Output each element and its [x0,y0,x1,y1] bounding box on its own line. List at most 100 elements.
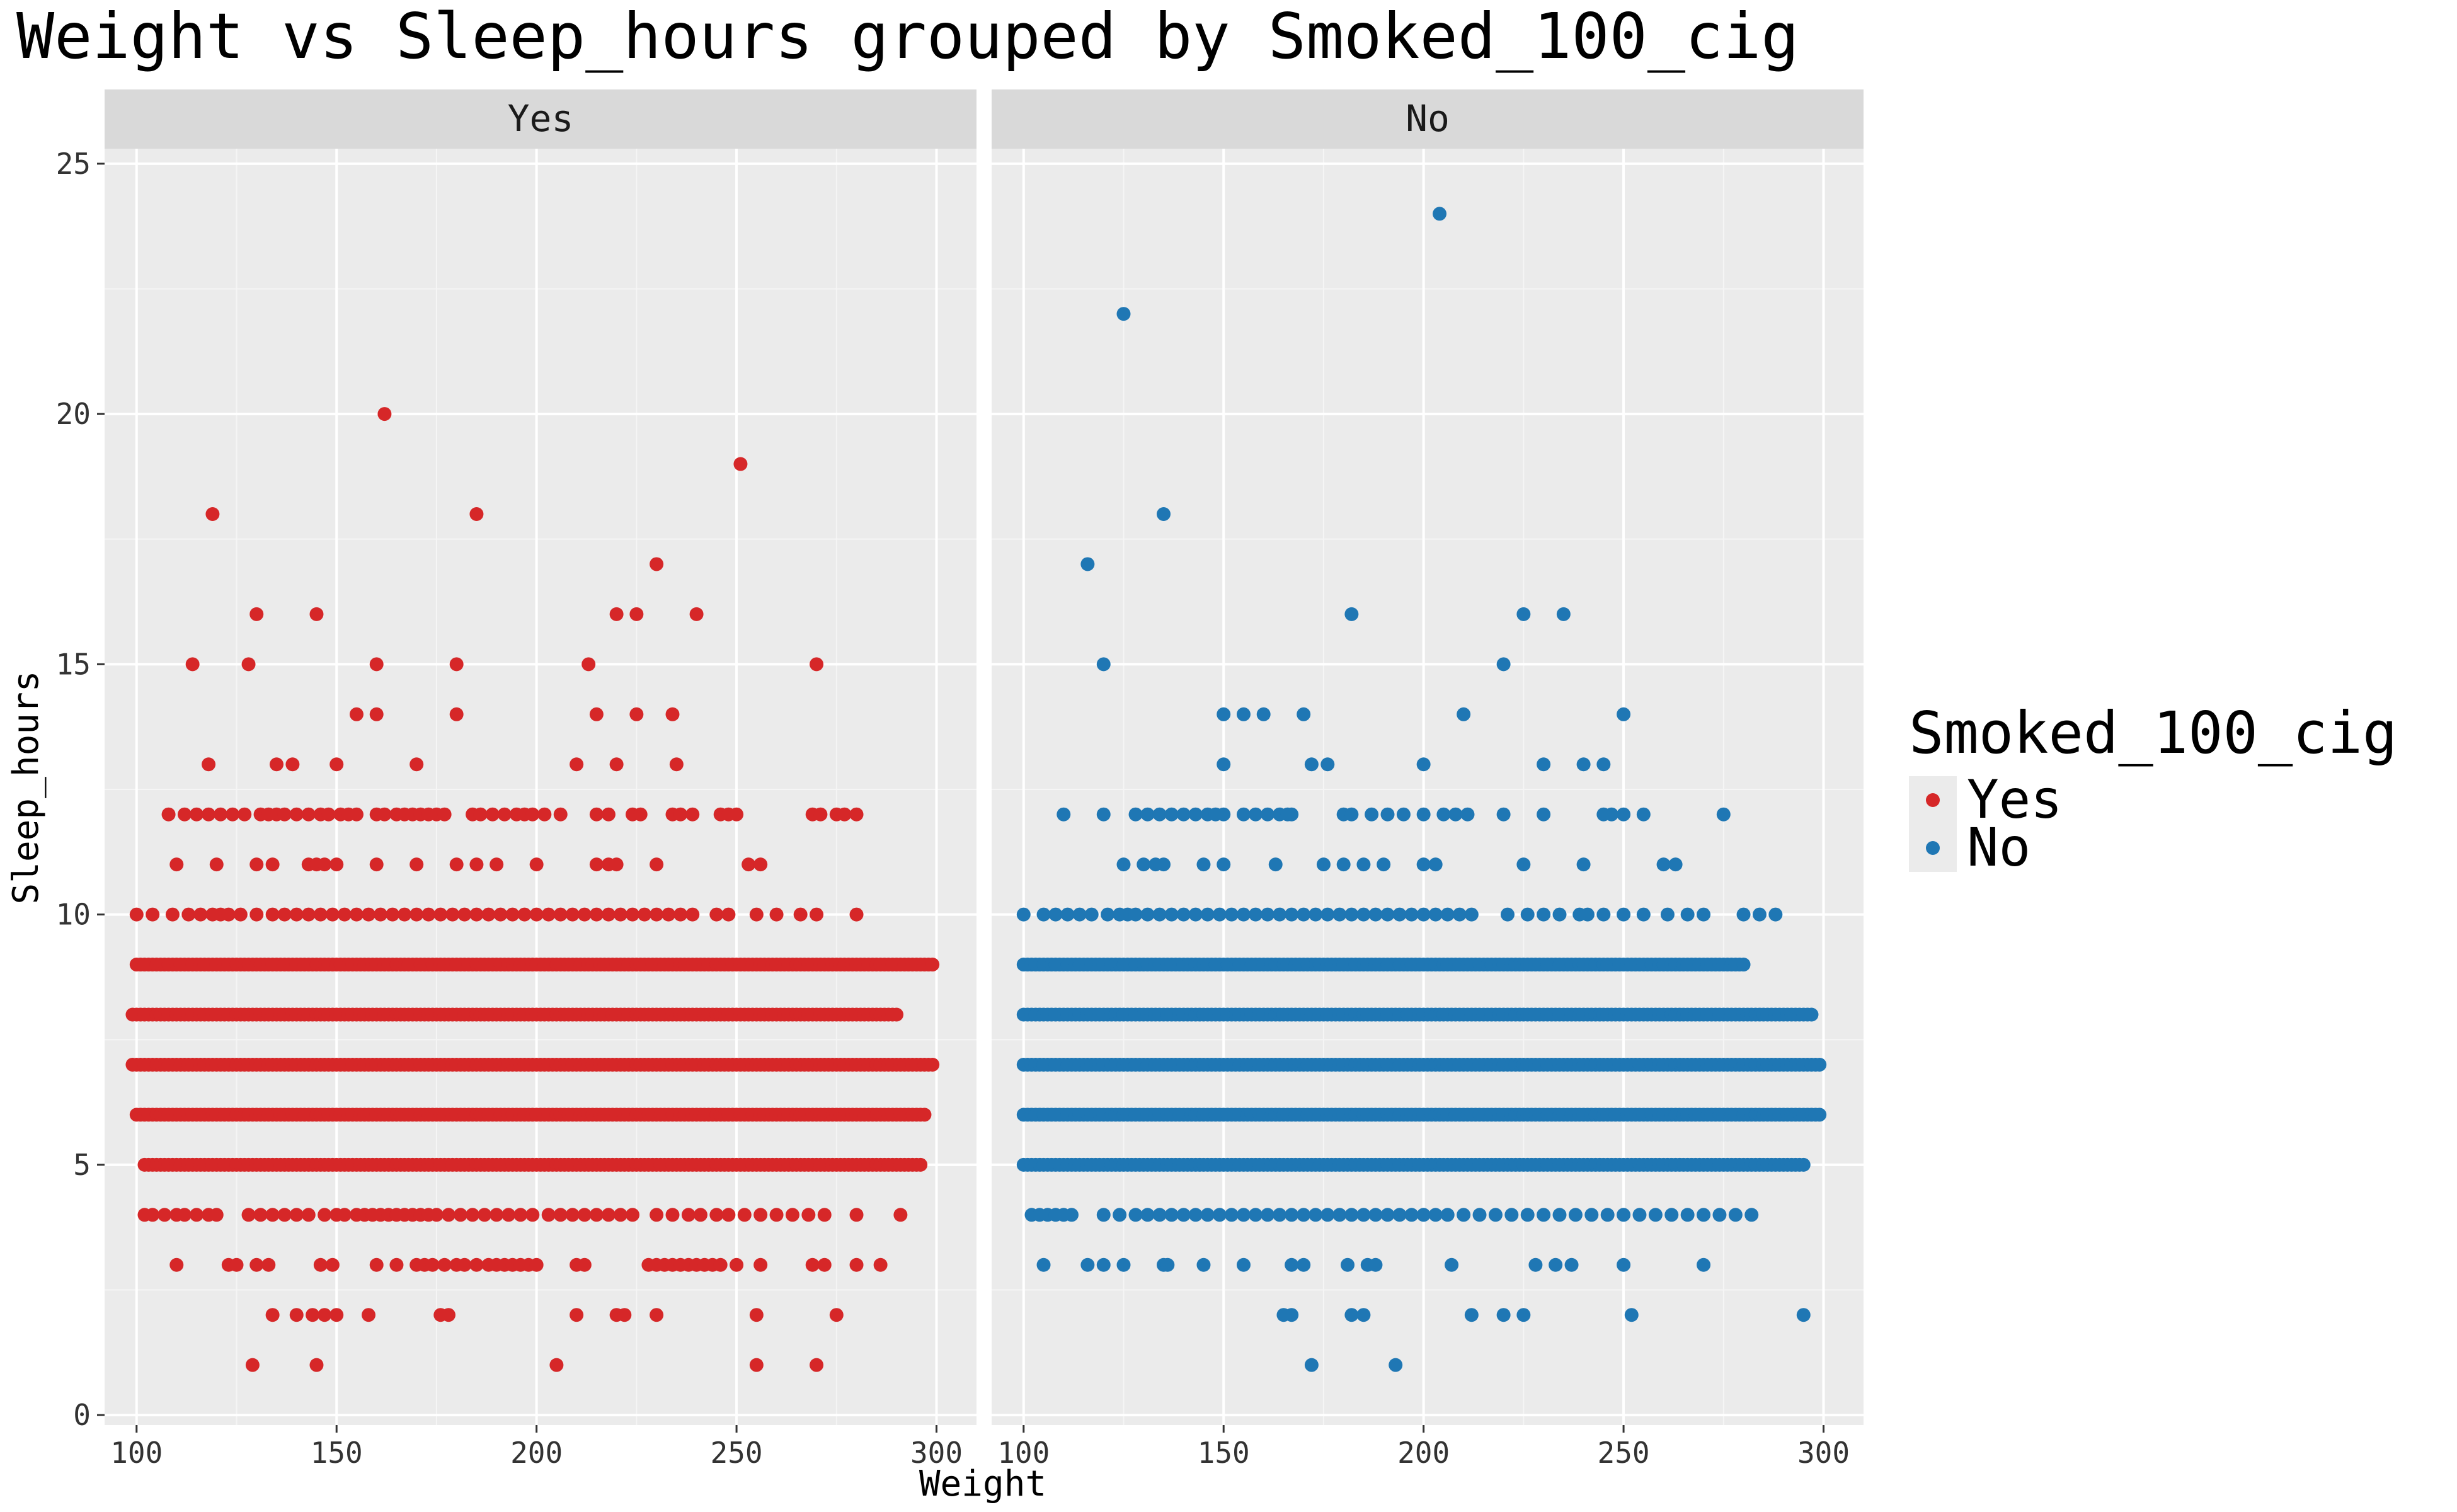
data-point [601,1208,616,1222]
data-point [1356,1208,1371,1222]
y-tick-label: 25 [56,147,91,181]
data-point [205,507,220,521]
data-point [1297,907,1311,922]
data-point [1236,807,1251,822]
data-point [202,807,216,822]
data-point [617,1308,632,1322]
data-point [1712,1208,1727,1222]
data-point [1617,907,1631,922]
data-point [1460,807,1475,822]
data-point [369,1257,384,1272]
data-point [525,1208,540,1222]
panel-yes: Yes 100 150 200 250 300 0 5 10 15 20 25 [56,89,976,1470]
data-point [577,1257,592,1272]
data-point [813,807,828,822]
data-point [1196,1257,1211,1272]
data-point [917,1108,932,1122]
legend-marker [1926,841,1940,855]
data-point [1537,907,1551,922]
data-point [1309,1208,1323,1222]
data-point [1236,907,1251,922]
data-point [925,1057,940,1072]
data-point [1344,607,1359,621]
data-point [1656,857,1671,872]
data-point [709,907,724,922]
data-point [1617,807,1631,822]
data-point [1537,757,1551,772]
data-point [421,907,436,922]
data-point [1137,857,1151,872]
data-point [1368,1257,1383,1272]
data-point [721,907,736,922]
x-tick-label: 150 [1198,1436,1250,1470]
data-point [1249,907,1263,922]
data-point [890,1007,904,1022]
data-point [1716,807,1731,822]
data-point [609,607,624,621]
data-point [669,757,684,772]
data-point [1320,1208,1335,1222]
data-point [429,1208,444,1222]
data-point [1285,807,1299,822]
data-point [1016,907,1031,922]
data-point [1564,1257,1579,1272]
data-point [493,907,508,922]
data-point [613,907,627,922]
data-point [289,1308,304,1322]
data-point [1256,707,1271,721]
y-axis-title: Sleep_hours [6,671,47,905]
x-tick-label: 100 [997,1436,1050,1470]
data-point [165,907,180,922]
data-point [1217,857,1231,872]
data-point [253,1208,268,1222]
data-point [1624,1308,1639,1322]
data-point [1404,907,1419,922]
data-point [445,907,460,922]
data-point [537,807,552,822]
legend-label: No [1967,816,2030,878]
data-point [1236,1208,1251,1222]
data-point [158,1208,172,1222]
data-point [1116,307,1131,321]
data-point [1472,1208,1487,1222]
data-point [1416,857,1431,872]
data-point [325,1257,340,1272]
legend-item-no: No [1909,816,2030,878]
data-point [1636,907,1651,922]
data-point [1728,1208,1743,1222]
data-point [505,907,520,922]
data-point [1164,907,1179,922]
data-point [249,857,264,872]
data-point [1736,907,1751,922]
data-point [469,1257,484,1272]
data-point [1057,807,1071,822]
data-point [1440,907,1455,922]
data-point [817,1208,832,1222]
data-point [609,857,624,872]
data-point [589,707,604,721]
data-point [1072,907,1087,922]
data-point [469,507,484,521]
data-point [589,807,604,822]
data-point [1452,907,1467,922]
data-point [425,1257,440,1272]
data-point [1116,857,1131,872]
data-point [1140,907,1155,922]
data-point [570,757,584,772]
data-point [1261,907,1275,922]
data-point [437,1257,452,1272]
data-point [730,1257,744,1272]
data-point [1285,907,1299,922]
data-point [1217,757,1231,772]
data-point [1212,907,1227,922]
data-point [209,1208,224,1222]
x-tick-label: 150 [311,1436,363,1470]
data-point [1316,857,1331,872]
data-point [914,1157,928,1172]
data-point [481,907,496,922]
data-point [1212,1208,1227,1222]
data-point [146,907,160,922]
data-point [289,907,304,922]
y-tick-label: 10 [56,898,91,932]
